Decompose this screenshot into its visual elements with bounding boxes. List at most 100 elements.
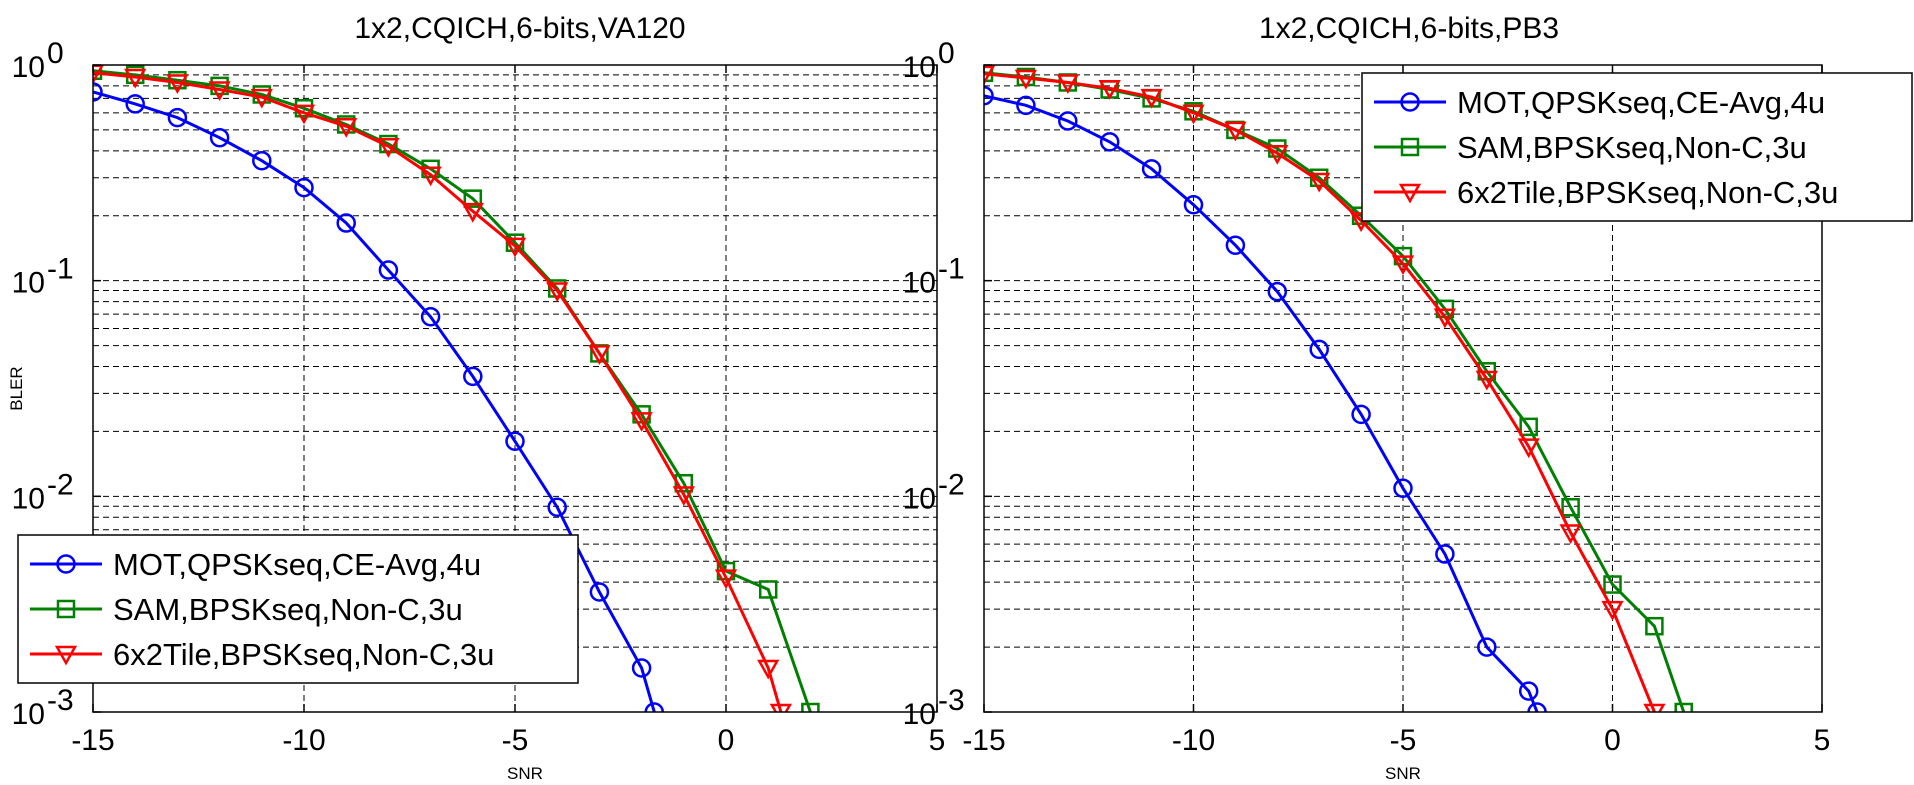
data-point <box>1433 308 1457 329</box>
data-point <box>294 177 314 198</box>
y-tick-label: 10 <box>903 267 936 300</box>
data-point <box>801 702 820 712</box>
legend-label: 6x2Tile,BPSKseq,Non-C,3u <box>1457 175 1838 210</box>
series-line <box>984 72 1656 712</box>
data-point <box>1643 703 1666 712</box>
x-tick-label: -15 <box>962 724 1005 757</box>
data-point <box>547 279 567 298</box>
data-point <box>1266 144 1289 165</box>
x-tick-label: -10 <box>1172 724 1215 757</box>
data-point <box>769 703 792 712</box>
data-point <box>124 68 147 89</box>
data-point <box>335 117 358 138</box>
data-point <box>1016 95 1036 116</box>
data-point <box>546 282 569 303</box>
data-point <box>672 486 695 507</box>
legend-label: 6x2Tile,BPSKseq,Non-C,3u <box>113 637 494 672</box>
x-tick-label: -10 <box>282 724 325 757</box>
series-3 <box>984 65 1666 712</box>
y-tick-label: 10 <box>12 698 45 731</box>
data-point <box>1645 616 1664 636</box>
x-tick-label: 5 <box>929 724 946 757</box>
data-point <box>420 307 441 327</box>
data-point <box>984 86 994 106</box>
data-point <box>1601 600 1624 621</box>
data-point <box>1182 104 1205 125</box>
data-point <box>463 189 483 208</box>
chart-title: 1x2,CQICH,6-bits,VA120 <box>354 12 685 45</box>
legend-marker <box>56 554 76 574</box>
data-point <box>336 213 356 233</box>
data-point <box>208 81 231 102</box>
data-point <box>1561 497 1580 517</box>
legend-marker <box>1398 183 1422 204</box>
legend-marker <box>56 599 76 619</box>
y-tick-exponent: -3 <box>938 684 965 717</box>
series-3 <box>93 65 792 712</box>
data-point <box>1517 438 1540 459</box>
data-point <box>1141 159 1162 179</box>
data-point <box>377 138 400 158</box>
x-axis-label: SNR <box>507 764 543 783</box>
x-tick-label: -15 <box>71 724 114 757</box>
y-tick-label: 10 <box>12 51 45 84</box>
x-tick-label: 0 <box>718 724 735 757</box>
legend-marker <box>1400 137 1420 157</box>
series-line <box>984 94 1539 712</box>
legend: MOT,QPSKseq,CE-Avg,4u SAM,BPSKseq,Non-C,3… <box>17 534 579 684</box>
y-tick-label: 10 <box>12 482 45 515</box>
legend-box <box>17 534 579 684</box>
legend-entry: 6x2Tile,BPSKseq,Non-C,3u <box>30 637 494 672</box>
data-point <box>209 127 230 148</box>
data-point <box>419 166 442 187</box>
y-tick-label: 10 <box>903 51 936 84</box>
data-point <box>644 702 665 712</box>
x-axis-label: SNR <box>1385 764 1421 783</box>
y-tick-exponent: -1 <box>938 253 965 286</box>
data-point <box>1603 575 1622 594</box>
legend-marker <box>1400 92 1420 112</box>
x-tick-label: -5 <box>502 724 529 757</box>
y-tick-label: 10 <box>903 698 936 731</box>
data-point <box>250 88 273 109</box>
y-tick-exponent: -1 <box>47 253 74 286</box>
y-tick-exponent: 0 <box>938 37 955 70</box>
data-point <box>984 65 994 83</box>
data-point <box>630 412 653 432</box>
legend-entry: 6x2Tile,BPSKseq,Non-C,3u <box>1374 175 1838 210</box>
series-1 <box>93 82 665 712</box>
legend-marker <box>54 645 78 666</box>
data-point <box>589 582 610 602</box>
data-point <box>1058 111 1078 131</box>
data-point <box>463 366 483 387</box>
y-tick-exponent: 0 <box>47 37 64 70</box>
data-point <box>93 82 103 102</box>
data-point <box>378 260 399 280</box>
x-tick-label: -5 <box>1390 724 1417 757</box>
data-point <box>1225 235 1246 255</box>
legend-entry: SAM,BPSKseq,Non-C,3u <box>30 592 463 627</box>
data-point <box>547 497 567 517</box>
data-point <box>1014 69 1038 90</box>
data-point <box>1267 281 1288 302</box>
legend-entry: MOT,QPSKseq,CE-Avg,4u <box>1374 85 1825 120</box>
data-point <box>292 104 316 125</box>
x-tick-label: 5 <box>1814 724 1831 757</box>
data-point <box>461 202 484 223</box>
data-point <box>1224 121 1247 142</box>
series-line <box>93 90 656 712</box>
data-point <box>1056 74 1079 95</box>
data-point <box>631 658 652 678</box>
data-point <box>1140 88 1163 109</box>
data-point <box>758 580 778 599</box>
data-point <box>1308 172 1331 193</box>
data-point <box>1435 544 1455 564</box>
grid <box>984 65 1822 712</box>
y-tick-exponent: -2 <box>938 468 965 501</box>
data-point <box>1098 80 1121 100</box>
data-point <box>125 94 145 114</box>
legend-entry: SAM,BPSKseq,Non-C,3u <box>1374 130 1807 165</box>
legend-label: SAM,BPSKseq,Non-C,3u <box>113 592 463 627</box>
